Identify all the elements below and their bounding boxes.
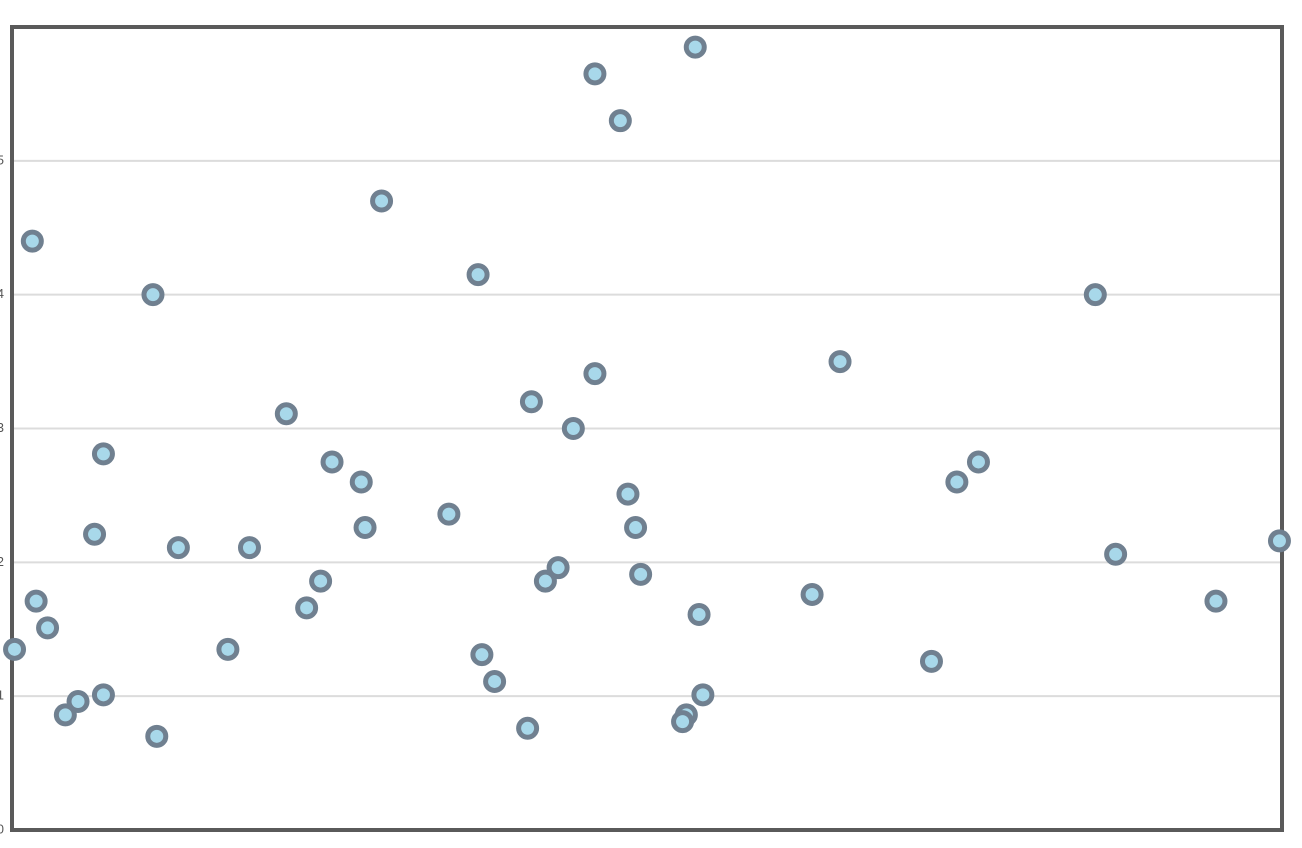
y-tick-label: 3 [0,420,4,435]
y-tick-label: 0 [0,821,4,836]
point [20,229,44,253]
y-tick-label: 1 [0,688,4,703]
point [671,710,695,734]
point [1104,542,1128,566]
point [800,582,824,606]
point [320,450,344,474]
point [437,502,461,526]
point [466,263,490,287]
point [370,189,394,213]
point [945,470,969,494]
y-tick-label: 4 [0,286,4,301]
point [24,589,48,613]
point [1083,283,1107,307]
point [237,536,261,560]
point [483,669,507,693]
plot-frame [10,25,1284,832]
point [583,362,607,386]
point [519,390,543,414]
point [216,637,240,661]
point [83,522,107,546]
point [1267,529,1291,553]
point [353,516,377,540]
point [53,703,77,727]
point [624,516,648,540]
point [683,35,707,59]
point [91,683,115,707]
y-tick-label: 2 [0,554,4,569]
point [309,569,333,593]
point [141,283,165,307]
point [3,637,27,661]
point [691,683,715,707]
point [629,562,653,586]
point [274,402,298,426]
point [583,62,607,86]
point [295,596,319,620]
point [166,536,190,560]
point [66,690,90,714]
point [919,649,943,673]
point [687,603,711,627]
point [470,643,494,667]
point [828,350,852,374]
point [966,450,990,474]
point [36,616,60,640]
point [546,556,570,580]
point [145,724,169,748]
point [516,716,540,740]
y-tick-label: 5 [0,152,4,167]
point [91,442,115,466]
point [533,569,557,593]
point [561,417,585,440]
point [616,482,640,506]
point [608,109,632,133]
point [349,470,373,494]
point [1204,589,1228,613]
